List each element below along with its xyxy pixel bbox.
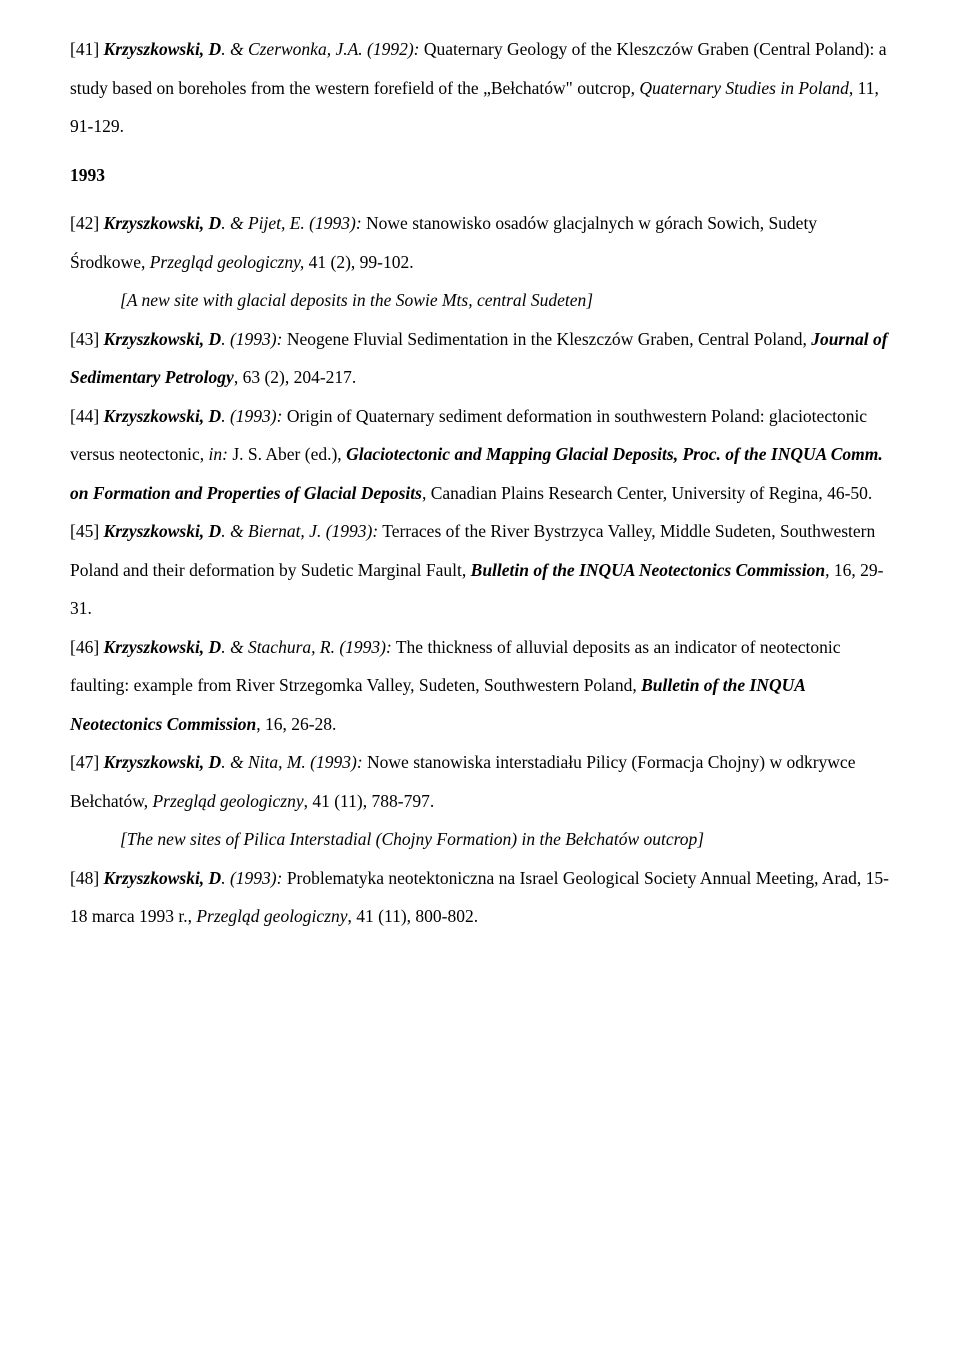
ref-journal: Przegląd geologiczny,	[150, 252, 305, 272]
reference-47: [47] Krzyszkowski, D. & Nita, M. (1993):…	[70, 743, 890, 820]
reference-41: [41] Krzyszkowski, D. & Czerwonka, J.A. …	[70, 30, 890, 146]
ref-author: Krzyszkowski, D	[104, 406, 222, 426]
ref-num: [41]	[70, 39, 104, 59]
ref-num: [48]	[70, 868, 104, 888]
ref-text: . (1993):	[221, 406, 282, 426]
ref-text: , 41 (11), 800-802.	[348, 906, 479, 926]
ref-author: Krzyszkowski, D	[104, 521, 222, 541]
year-heading-1993: 1993	[70, 156, 890, 195]
ref-text: . & Nita, M. (1993):	[221, 752, 362, 772]
ref-text: , 16, 26-28.	[256, 714, 336, 734]
ref-num: [44]	[70, 406, 104, 426]
ref-num: [43]	[70, 329, 104, 349]
ref-journal: Bulletin of the INQUA Neotectonics Commi…	[471, 560, 825, 580]
reference-46: [46] Krzyszkowski, D. & Stachura, R. (19…	[70, 628, 890, 744]
ref-num: [47]	[70, 752, 104, 772]
ref-text: , 63 (2), 204-217.	[234, 367, 356, 387]
ref-author: Krzyszkowski, D	[104, 637, 222, 657]
ref-text: , Canadian Plains Research Center, Unive…	[422, 483, 872, 503]
ref-num: [46]	[70, 637, 104, 657]
ref-text: . (1993):	[221, 868, 287, 888]
reference-47-note: [The new sites of Pilica Interstadial (C…	[70, 820, 890, 859]
ref-author: Krzyszkowski, D	[104, 868, 222, 888]
ref-text: 41 (2), 99-102.	[304, 252, 413, 272]
ref-journal: Quaternary Studies in Poland	[639, 78, 849, 98]
ref-text: . & Biernat, J. (1993):	[221, 521, 378, 541]
reference-48: [48] Krzyszkowski, D. (1993): Problematy…	[70, 859, 890, 936]
reference-45: [45] Krzyszkowski, D. & Biernat, J. (199…	[70, 512, 890, 628]
ref-text: . & Czerwonka, J.A. (1992):	[221, 39, 419, 59]
ref-text: . & Stachura, R. (1993):	[221, 637, 392, 657]
ref-text: . (1993):	[221, 329, 282, 349]
ref-text: Neogene Fluvial Sedimentation in the Kle…	[282, 329, 811, 349]
ref-author: Krzyszkowski, D	[104, 213, 222, 233]
reference-42-note: [A new site with glacial deposits in the…	[70, 281, 890, 320]
ref-in: in:	[209, 444, 228, 464]
ref-num: [42]	[70, 213, 104, 233]
reference-44: [44] Krzyszkowski, D. (1993): Origin of …	[70, 397, 890, 513]
ref-text: . & Pijet, E. (1993):	[221, 213, 366, 233]
ref-author: Krzyszkowski, D	[104, 329, 222, 349]
ref-text: J. S. Aber (ed.),	[228, 444, 346, 464]
ref-author: Krzyszkowski, D	[104, 39, 222, 59]
reference-42: [42] Krzyszkowski, D. & Pijet, E. (1993)…	[70, 204, 890, 281]
ref-journal: Przegląd geologiczny	[196, 906, 347, 926]
reference-43: [43] Krzyszkowski, D. (1993): Neogene Fl…	[70, 320, 890, 397]
ref-journal: Przegląd geologiczny	[152, 791, 303, 811]
ref-author: Krzyszkowski, D	[104, 752, 222, 772]
ref-num: [45]	[70, 521, 104, 541]
ref-text: , 41 (11), 788-797.	[304, 791, 435, 811]
